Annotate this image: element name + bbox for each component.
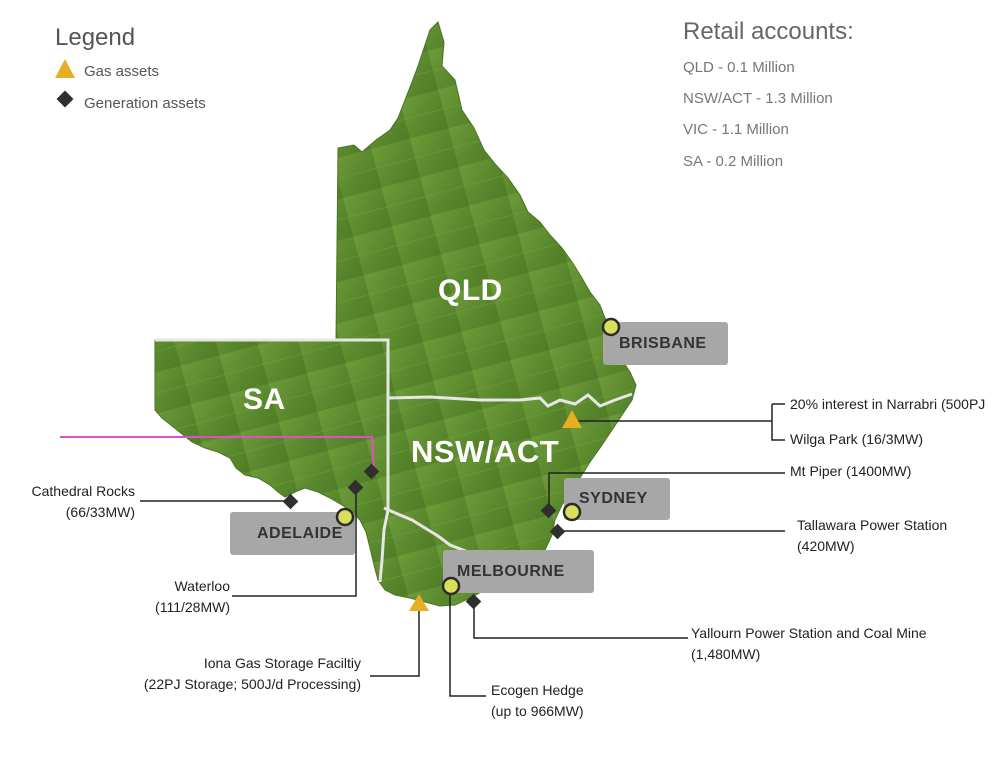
annotation-narrabri: 20% interest in Narrabri (500PJ: [790, 396, 986, 412]
annotation-waterloo-capacity: (111/28MW): [155, 599, 230, 615]
annotation-tallawarra-capacity: (420MW): [797, 538, 855, 554]
annotation-tallawarra: Tallawara Power Station (420MW): [797, 515, 947, 557]
annotation-iona: Iona Gas Storage Faciltiy (22PJ Storage;…: [110, 653, 361, 695]
retail-row-sa: SA - 0.2 Million: [683, 153, 784, 170]
annotation-ecogen-capacity: (up to 966MW): [491, 703, 584, 719]
city-marker-adelaide: [335, 507, 355, 527]
city-marker-melbourne: [441, 576, 461, 596]
city-marker-brisbane: [601, 317, 621, 337]
city-box-melbourne: MELBOURNE: [443, 550, 594, 593]
generation-asset-diamond-icon: [56, 90, 74, 108]
legend-title: Legend: [55, 24, 136, 51]
annotation-ecogen-name: Ecogen Hedge: [491, 682, 584, 698]
retail-accounts-title: Retail accounts:: [683, 18, 854, 45]
pink-connector-line: [60, 436, 375, 471]
annotation-ecogen: Ecogen Hedge (up to 966MW): [491, 680, 584, 722]
annotation-cathedral-capacity: (66/33MW): [65, 504, 135, 520]
leader-lines: [140, 403, 785, 697]
city-label-sydney: SYDNEY: [579, 490, 648, 507]
city-label-melbourne: MELBOURNE: [457, 562, 565, 580]
annotation-waterloo: Waterloo (111/28MW): [130, 576, 230, 618]
annotation-mt-piper: Mt Piper (1400MW): [790, 463, 912, 479]
city-box-adelaide: ADELAIDE: [230, 512, 355, 555]
annotation-iona-name: Iona Gas Storage Faciltiy: [203, 655, 361, 671]
annotation-wilga-park: Wilga Park (16/3MW): [790, 431, 924, 447]
annotation-iona-capacity: (22PJ Storage; 500J/d Processing): [143, 676, 361, 692]
city-label-adelaide: ADELAIDE: [257, 524, 343, 542]
state-label-sa: SA: [243, 383, 286, 416]
city-box-sydney: SYDNEY: [564, 478, 670, 520]
legend-generation-label: Generation assets: [84, 95, 206, 112]
city-label-brisbane: BRISBANE: [619, 334, 707, 352]
annotation-yallourn-capacity: (1,480MW): [691, 646, 761, 662]
city-marker-sydney: [562, 502, 582, 522]
retail-row-vic: VIC - 1.1 Million: [683, 121, 789, 138]
annotation-waterloo-name: Waterloo: [174, 578, 230, 594]
generation-asset-diamond-icon: [549, 523, 566, 540]
retail-row-nsw: NSW/ACT - 1.3 Million: [683, 90, 833, 107]
state-label-qld: QLD: [438, 274, 503, 307]
annotation-tallawarra-name: Tallawara Power Station: [797, 517, 948, 533]
state-label-nsw: NSW/ACT: [411, 434, 560, 469]
city-box-brisbane: BRISBANE: [603, 322, 728, 365]
state-border-qld-nsw: [387, 392, 633, 408]
gas-asset-triangle-icon: [55, 59, 75, 78]
annotation-yallourn: Yallourn Power Station and Coal Mine (1,…: [691, 623, 927, 665]
annotation-yallourn-name: Yallourn Power Station and Coal Mine: [691, 625, 927, 641]
retail-row-qld: QLD - 0.1 Million: [683, 59, 795, 76]
state-border-sa-nsw-vic: [378, 395, 390, 583]
state-border-sa-qld: [155, 338, 390, 395]
legend-gas-label: Gas assets: [84, 63, 160, 80]
australia-east-landmass: [154, 21, 637, 607]
annotation-cathedral-rocks: Cathedral Rocks (66/33MW): [10, 481, 136, 523]
gas-asset-triangle-icon: [562, 410, 582, 428]
annotation-cathedral-name: Cathedral Rocks: [31, 483, 136, 499]
gas-asset-triangle-icon: [409, 594, 429, 611]
